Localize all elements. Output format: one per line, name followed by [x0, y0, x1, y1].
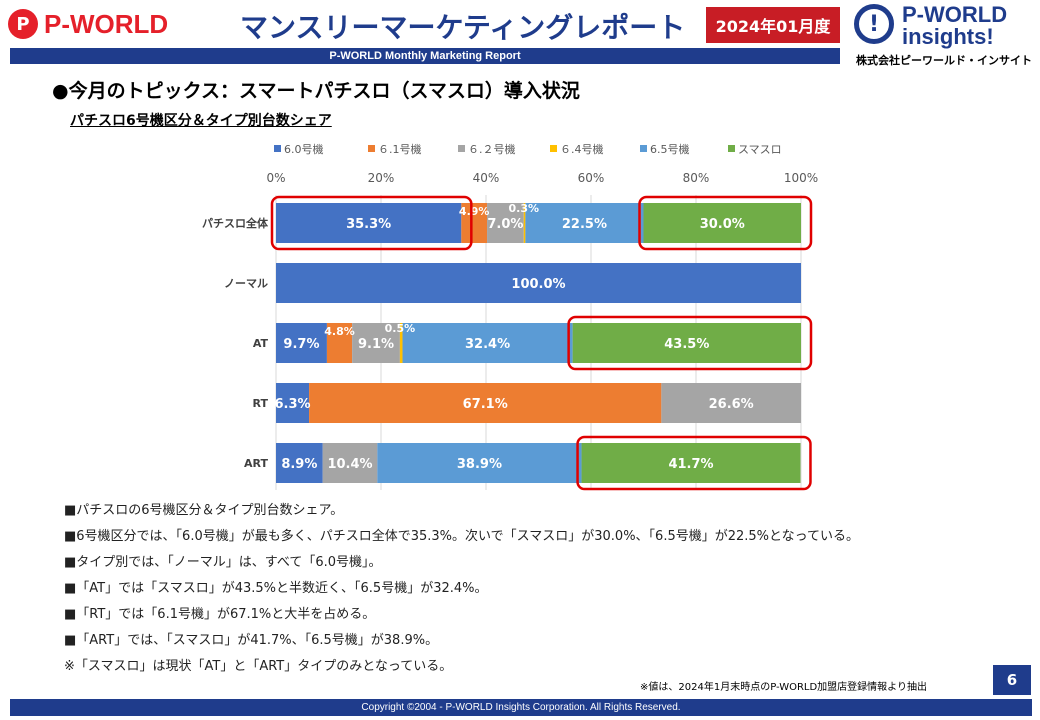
legend-swatch [458, 145, 465, 152]
data-source-footnote: ※値は、2024年1月末時点のP-WORLD加盟店登録情報より抽出 [640, 682, 927, 693]
bar-segment [461, 203, 488, 243]
p-world-insights-logo: ! P-WORLD insights! 株式会社ピーワールド・インサイト [852, 2, 1036, 67]
data-label: 67.1% [463, 397, 508, 412]
data-label: 43.5% [664, 337, 709, 352]
bar-segment [276, 203, 462, 243]
chart-x-axis: 0% 20% 40% 60% 80% 100% [266, 171, 818, 185]
bar-segment [523, 203, 526, 243]
bar-segment [661, 383, 801, 423]
bar-segment [322, 443, 378, 483]
data-label: 38.9% [457, 457, 502, 472]
bar-segment [377, 443, 582, 483]
stacked-bar-chart: 6.0号機 ６.1号機 ６.２号機 ６.4号機 6.5号機 スマスロ 0% 20% 40% 60… [202, 142, 818, 491]
x-tick-label: 40% [473, 171, 500, 185]
data-label: 4.8% [324, 325, 355, 338]
chart-legend: 6.0号機 ６.1号機 ６.２号機 ６.4号機 6.5号機 スマスロ [274, 142, 782, 156]
data-label: 30.0% [700, 217, 745, 232]
bar-segment [487, 203, 524, 243]
legend-swatch [550, 145, 557, 152]
data-label: 9.1% [358, 337, 394, 352]
bar-segment [525, 203, 644, 243]
note-4: ■「AT」では「スマスロ」が43.5%と半数近く、「6.5号機」が32.4%。 [64, 581, 488, 596]
data-label: 8.9% [281, 457, 317, 472]
legend-swatch [728, 145, 735, 152]
x-tick-label: 80% [683, 171, 710, 185]
data-label: 10.4% [327, 457, 372, 472]
bar-segment [643, 203, 801, 243]
data-label: 41.7% [668, 457, 713, 472]
p-world-logo-mark: P [8, 9, 38, 39]
data-label: 0.5% [385, 322, 416, 335]
note-2: ■6号機区分では、「6.0号機」が最も多く、パチスロ全体で35.3%。次いで「ス… [64, 529, 859, 544]
bar-segment [276, 323, 327, 363]
date-badge: 2024年01月度 [706, 7, 840, 43]
data-label: 26.6% [709, 397, 754, 412]
bar-segment [402, 323, 573, 363]
insights-logo-line2: insights! [902, 24, 994, 49]
chart-title: パチスロ6号機区分＆タイプ別台数シェア [70, 113, 332, 129]
note-1: ■パチスロの6号機区分＆タイプ別台数シェア。 [64, 503, 344, 518]
report-title: マンスリーマーケティングレポート [240, 11, 686, 44]
chart-data-labels: 35.3% 4.9%7.0% 0.3% 22.5% 30.0% 100.0% 9.7% 4.8… [275, 202, 754, 472]
bar-segment [326, 323, 353, 363]
highlight-box [638, 195, 813, 251]
x-tick-label: 0% [266, 171, 285, 185]
page-number: 6 [993, 665, 1031, 695]
bar-segment [399, 323, 403, 363]
bar-segment [276, 263, 801, 303]
x-tick-label: 20% [368, 171, 395, 185]
insights-logo-line1: P-WORLD [902, 2, 1008, 27]
section-title: ●今月のトピックス：スマートパチスロ（スマスロ）導入状況 [52, 80, 580, 102]
legend-label: ６.4号機 [560, 142, 604, 156]
note-3: ■タイプ別では、「ノーマル」は、すべて「6.0号機」。 [64, 555, 382, 570]
bar-segment [581, 443, 801, 483]
data-label: 7.0% [487, 217, 523, 232]
data-label: 6.3% [275, 397, 311, 412]
data-label: 35.3% [346, 217, 391, 232]
y-category-label: RT [253, 397, 269, 410]
exclamation-icon: ! [854, 4, 894, 44]
data-label: 100.0% [511, 277, 565, 292]
legend-label: ６.1号機 [378, 142, 422, 156]
y-category-label: パチスロ全体 [202, 216, 269, 230]
bar-segment [572, 323, 801, 363]
note-7: ※「スマスロ」は現状「AT」と「ART」タイプのみとなっている。 [64, 659, 453, 674]
data-label: 32.4% [465, 337, 510, 352]
data-label: 22.5% [562, 217, 607, 232]
chart-highlights [270, 195, 813, 491]
p-world-logo: P P-WORLD [8, 6, 208, 42]
report-subtitle-bar: P-WORLD Monthly Marketing Report [10, 48, 840, 64]
data-label: 9.7% [283, 337, 319, 352]
highlight-box [567, 315, 813, 371]
note-5: ■「RT」では「6.1号機」が67.1%と大半を占める。 [64, 607, 376, 622]
y-category-label: ART [244, 457, 268, 470]
bar-segment [276, 443, 323, 483]
company-name: 株式会社ピーワールド・インサイト [856, 54, 1032, 67]
highlight-box [270, 195, 473, 251]
y-category-label: AT [253, 337, 269, 350]
p-world-logo-text: P-WORLD [44, 8, 169, 39]
legend-label: 6.0号機 [284, 142, 324, 156]
data-label: 4.9% [459, 205, 490, 218]
legend-label: 6.5号機 [650, 142, 690, 156]
note-6: ■「ART」では、「スマスロ」が41.7%、「6.5号機」が38.9%。 [64, 633, 439, 648]
bar-segment [309, 383, 662, 423]
legend-swatch [274, 145, 281, 152]
x-tick-label: 60% [578, 171, 605, 185]
legend-label: ６.２号機 [468, 142, 516, 156]
data-label: 0.3% [509, 202, 540, 215]
legend-swatch [368, 145, 375, 152]
bar-segment [276, 383, 310, 423]
x-tick-label: 100% [784, 171, 818, 185]
highlight-box [576, 435, 812, 491]
legend-swatch [640, 145, 647, 152]
y-category-label: ノーマル [224, 277, 268, 290]
bar-segment [352, 323, 400, 363]
legend-label: スマスロ [738, 143, 782, 156]
chart-bars [276, 203, 801, 483]
copyright-bar: Copyright ©2004 - P-WORLD Insights Corpo… [10, 699, 1032, 716]
